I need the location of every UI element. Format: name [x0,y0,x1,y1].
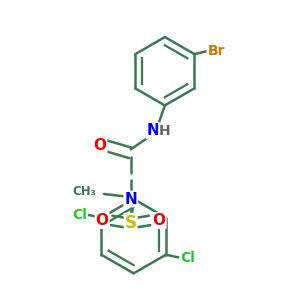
Text: N: N [124,191,137,206]
Text: S: S [125,214,137,232]
Text: O: O [96,213,109,228]
Text: Cl: Cl [180,251,195,265]
Text: O: O [94,138,106,153]
Text: CH₃: CH₃ [73,185,97,198]
Text: O: O [153,213,166,228]
Text: N: N [147,123,159,138]
Text: Cl: Cl [72,208,87,222]
Text: H: H [159,124,171,138]
Text: Br: Br [207,44,225,58]
